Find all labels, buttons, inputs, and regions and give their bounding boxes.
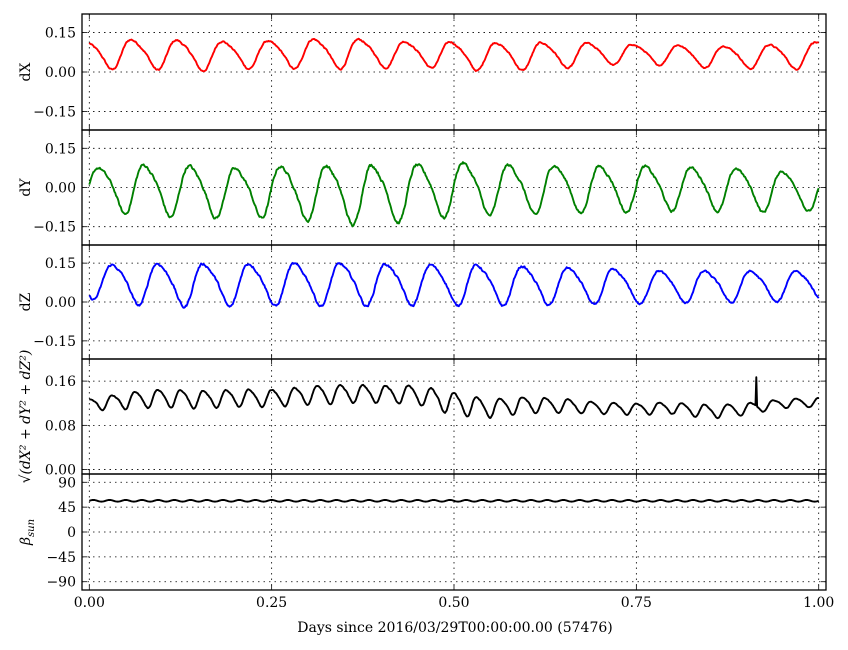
y-tick-label: 90 [58, 475, 76, 491]
y-tick-label: 45 [58, 500, 76, 516]
y-tick-label: 0.00 [45, 181, 76, 197]
y-tick-label: 0 [67, 525, 76, 541]
y-tick-label: −0.15 [33, 334, 76, 350]
y-tick-label: 0.00 [45, 295, 76, 311]
y-axis-label-beta: βsun [18, 519, 37, 546]
y-tick-label: 0.15 [45, 25, 76, 41]
panel-dy: −0.15 0.00 0.15 dY [18, 129, 827, 246]
panel-beta: −90 −45 0 45 90 βsun [18, 473, 827, 591]
axes-frame [81, 473, 827, 591]
x-axis-label: Days since 2016/03/29T00:00:00.00 (57476… [297, 620, 612, 636]
y-tick-label: 0.00 [45, 65, 76, 81]
x-tick-label: 1.00 [803, 595, 834, 611]
y-tick-label: 0.16 [45, 374, 76, 390]
y-axis-label-dr: √(dX² + dY² + dZ²) [18, 350, 34, 484]
series-line-dx [88, 37, 819, 73]
series-line-beta [88, 499, 820, 503]
series-line-dz [88, 261, 820, 309]
series-line-dr [89, 376, 819, 420]
y-axis-label-dy: dY [18, 178, 34, 197]
y-axis-label-dx: dX [18, 63, 34, 82]
x-tick-label: 0.75 [621, 595, 652, 611]
y-tick-label: −0.15 [33, 105, 76, 121]
y-tick-label: −90 [46, 575, 76, 591]
y-tick-label: 0.08 [45, 418, 76, 434]
panels: −0.150.000.15dX−0.150.000.15dY−0.150.000… [18, 13, 834, 611]
x-tick-label: 0.00 [74, 595, 105, 611]
y-tick-label: 0.15 [45, 141, 76, 157]
y-tick-label: −0.15 [33, 220, 76, 236]
x-tick-label: 0.50 [438, 595, 469, 611]
y-tick-label: 0.15 [45, 256, 76, 272]
y-tick-label: 0.00 [45, 463, 76, 479]
panel-dr: 0.00 0.08 0.16 √(dX² + dY² + dZ²) [18, 350, 827, 484]
x-tick-label: 0.25 [256, 595, 287, 611]
y-tick-label: −45 [46, 550, 76, 566]
series-line-dy [88, 161, 820, 228]
y-axis-label-dz: dZ [18, 292, 34, 311]
panel-dz: −0.15 0.00 0.15 dZ [18, 244, 827, 360]
panel-dx: −0.15 0.00 0.15 dX [18, 13, 827, 131]
